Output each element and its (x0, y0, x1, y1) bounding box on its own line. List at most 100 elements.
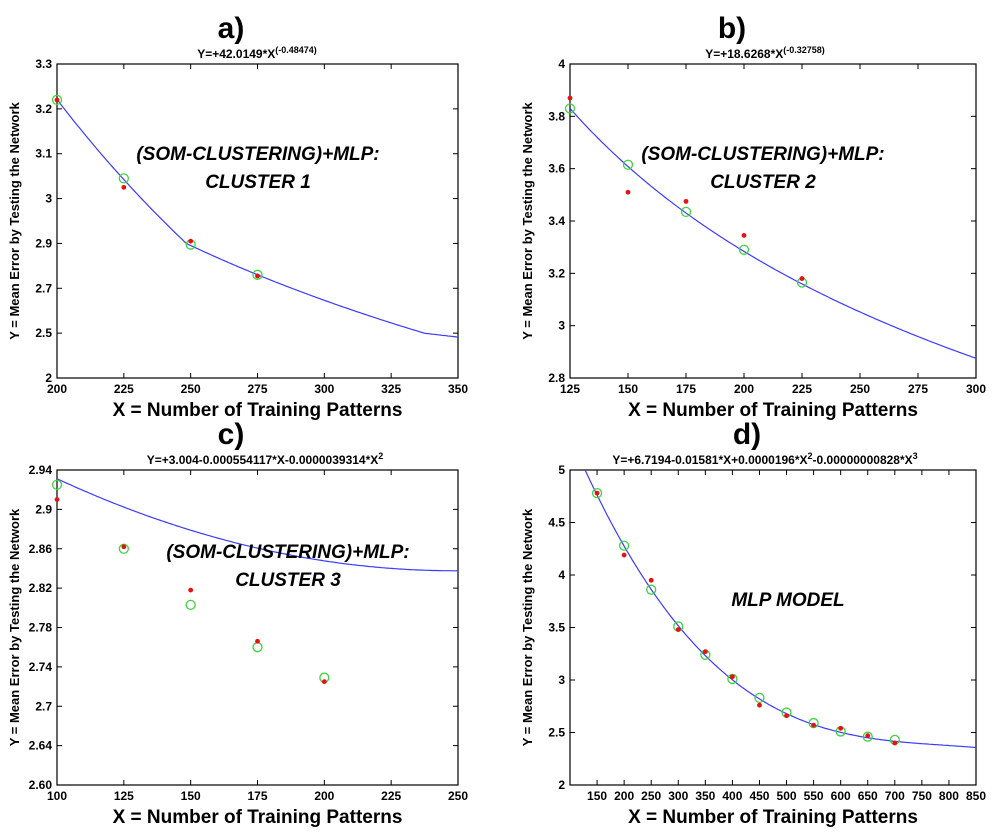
x-tick-label: 350 (695, 789, 715, 803)
fitted-point (622, 159, 634, 170)
y-axis-label: Y = Mean Error by Testing the Network (520, 508, 535, 746)
observed-point (865, 733, 871, 739)
y-tick-label: 2.82 (29, 581, 53, 595)
x-tick-label: 400 (722, 789, 742, 803)
model-annotation: CLUSTER 1 (205, 172, 311, 193)
chart-panel-a: a)Y=+42.0149*X(-0.48474) 200 225 250 275 300 3… (7, 12, 468, 421)
y-tick-label: 2 (558, 778, 565, 792)
fitted-point (564, 103, 576, 114)
fit-curve-line (57, 478, 458, 572)
x-tick-label: 450 (749, 789, 769, 803)
x-tick-label: 225 (114, 382, 134, 396)
x-tick-label: 200 (734, 382, 754, 396)
y-tick-label: 3 (558, 319, 565, 333)
observed-point (321, 679, 327, 685)
chart-panel-b: b)Y=+18.6268*X(-0.32758) 125 150 175 200 225 2… (520, 12, 986, 421)
x-tick-label: 150 (618, 382, 638, 396)
fitted-point (680, 206, 692, 217)
panel-label: d) (733, 418, 761, 451)
plot-frame (56, 469, 459, 786)
fitted-point (118, 173, 129, 184)
y-tick-label: 3 (45, 192, 52, 206)
fitted-point (51, 479, 63, 490)
y-tick-label: 2.78 (29, 621, 53, 635)
x-tick-label: 100 (47, 789, 67, 803)
y-axis-label: Y = Mean Error by Testing the Network (7, 101, 22, 339)
y-tick-label: 2.9 (35, 236, 52, 250)
fitted-point (618, 540, 630, 551)
y-tick-label: 2.86 (29, 542, 53, 556)
fitted-point (252, 269, 263, 280)
y-tick-label: 2.60 (29, 778, 53, 792)
x-tick-label: 700 (885, 789, 905, 803)
observed-point (702, 649, 708, 655)
fitted-point (646, 584, 657, 595)
x-tick-label: 200 (314, 789, 334, 803)
y-tick-label: 2.7 (35, 281, 52, 295)
observed-point (255, 638, 260, 644)
fitted-point (591, 487, 603, 499)
fit-equation: Y=+18.6268*X(-0.32758) (705, 45, 825, 61)
y-tick-label: 2.8 (548, 371, 565, 385)
y-tick-label: 3.6 (548, 162, 565, 176)
plot-frame (56, 63, 459, 379)
x-tick-label: 200 (47, 382, 67, 396)
y-tick-label: 3.5 (548, 621, 565, 635)
x-tick-label: 150 (181, 789, 201, 803)
y-axis-label: Y = Mean Error by Testing the Network (520, 101, 535, 339)
x-tick-label: 500 (777, 789, 797, 803)
x-tick-label: 550 (804, 789, 824, 803)
fitted-point (862, 731, 873, 742)
fit-curve-line (584, 470, 976, 749)
x-tick-label: 175 (247, 789, 267, 803)
observed-point (811, 722, 816, 728)
x-tick-label: 325 (381, 382, 401, 396)
x-tick-label: 250 (641, 789, 661, 803)
x-tick-label: 650 (858, 789, 878, 803)
panel-label: b) (718, 12, 746, 45)
x-tick-label: 600 (831, 789, 851, 803)
x-tick-label: 225 (381, 789, 401, 803)
observed-point (567, 95, 573, 101)
y-tick-label: 3.2 (548, 266, 565, 280)
observed-point (594, 490, 600, 496)
fit-equation: Y=+3.004-0.000554117*X-0.0000039314*X2 (147, 451, 384, 467)
fitted-point (51, 94, 63, 106)
chart-panel-d: d)Y=+6.7194-0.01581*X+0.0000196*X2-0.000… (520, 418, 986, 828)
model-annotation: (SOM-CLUSTERING)+MLP: (641, 144, 884, 165)
fitted-point (738, 244, 750, 255)
y-tick-label: 3.2 (35, 102, 52, 116)
fitted-point (185, 599, 196, 611)
model-annotation: MLP MODEL (731, 590, 844, 611)
y-tick-label: 4 (558, 568, 565, 582)
x-tick-label: 300 (314, 382, 334, 396)
fit-curve-line (57, 99, 458, 338)
y-tick-label: 3.8 (548, 109, 565, 123)
observed-point (255, 273, 260, 279)
observed-point (54, 497, 60, 502)
fit-curve-line (570, 108, 976, 359)
observed-point (799, 276, 805, 281)
x-tick-label: 300 (966, 382, 986, 396)
x-tick-label: 150 (587, 789, 607, 803)
y-tick-label: 4 (558, 57, 565, 71)
observed-point (838, 725, 844, 731)
x-tick-label: 125 (114, 789, 134, 803)
observed-point (675, 627, 681, 632)
y-tick-label: 3.1 (35, 147, 52, 161)
fitted-point (754, 692, 765, 703)
y-tick-label: 3.4 (548, 214, 565, 228)
x-tick-label: 750 (912, 789, 932, 803)
y-tick-label: 2.9 (35, 502, 52, 516)
y-tick-label: 2.74 (29, 660, 53, 674)
x-axis-label: X = Number of Training Patterns (628, 807, 918, 828)
x-tick-label: 300 (668, 789, 688, 803)
fit-equation: Y=+42.0149*X(-0.48474) (197, 45, 317, 61)
model-annotation: (SOM-CLUSTERING)+MLP: (136, 144, 379, 165)
fitted-point (252, 642, 263, 653)
observed-point (784, 713, 789, 719)
y-axis-label: Y = Mean Error by Testing the Network (7, 508, 22, 746)
observed-point (188, 238, 194, 244)
x-axis-label: X = Number of Training Patterns (628, 400, 918, 421)
